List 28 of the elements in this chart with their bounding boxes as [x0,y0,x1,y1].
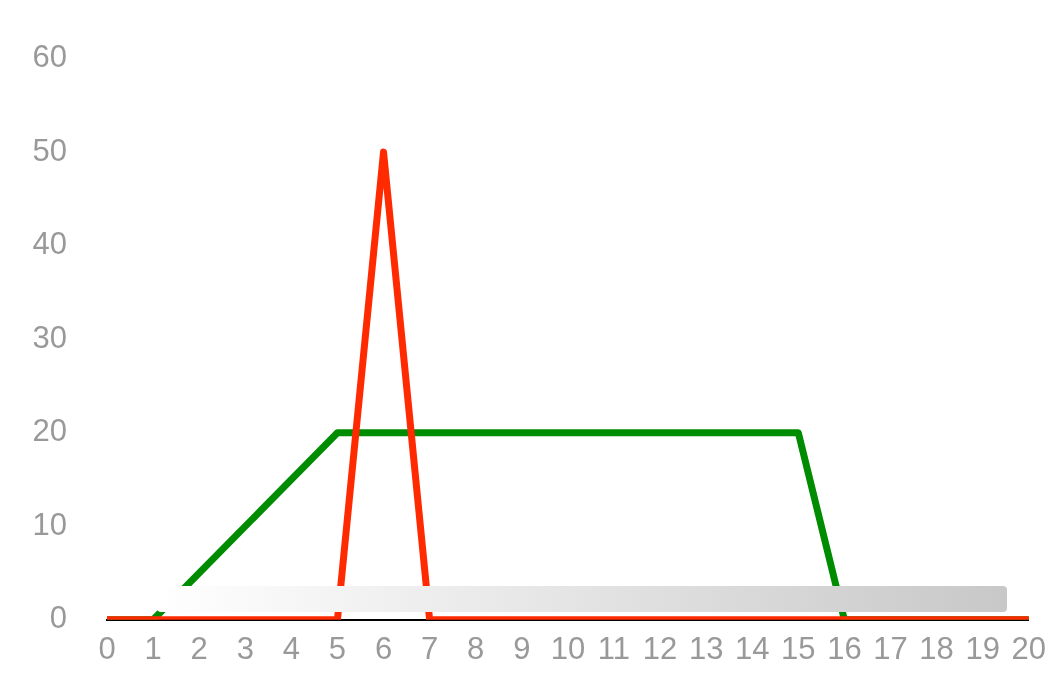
x-tick-label: 0 [98,630,116,666]
x-tick-label: 5 [328,630,347,666]
x-tick-label: 19 [965,630,1000,666]
x-tick-label: 18 [919,630,954,666]
x-tick-label: 10 [550,630,586,666]
y-tick-label: 30 [32,319,67,355]
x-tick-label: 12 [642,630,678,666]
x-tick-label: 17 [873,630,908,666]
y-tick-label: 0 [49,600,67,636]
x-tick-label: 8 [467,630,485,666]
x-tick-label: 15 [781,630,816,666]
x-tick-label: 11 [597,630,631,666]
y-tick-label: 20 [32,413,67,449]
x-tick-label: 4 [282,630,300,666]
y-tick-label: 50 [32,132,67,168]
x-tick-label: 1 [144,630,162,666]
x-tick-label: 6 [374,630,393,666]
x-tick-label: 20 [1011,630,1046,666]
x-tick-label: 2 [190,630,208,666]
x-tick-label: 7 [420,630,439,666]
y-tick-label: 40 [32,226,67,262]
y-tick-label: 60 [32,39,67,75]
y-tick-label: 10 [32,506,67,542]
x-tick-label: 14 [734,630,770,666]
x-tick-label: 3 [236,630,254,666]
x-tick-label: 13 [688,630,724,666]
x-tick-label: 16 [827,630,862,666]
x-tick-label: 9 [513,630,531,666]
